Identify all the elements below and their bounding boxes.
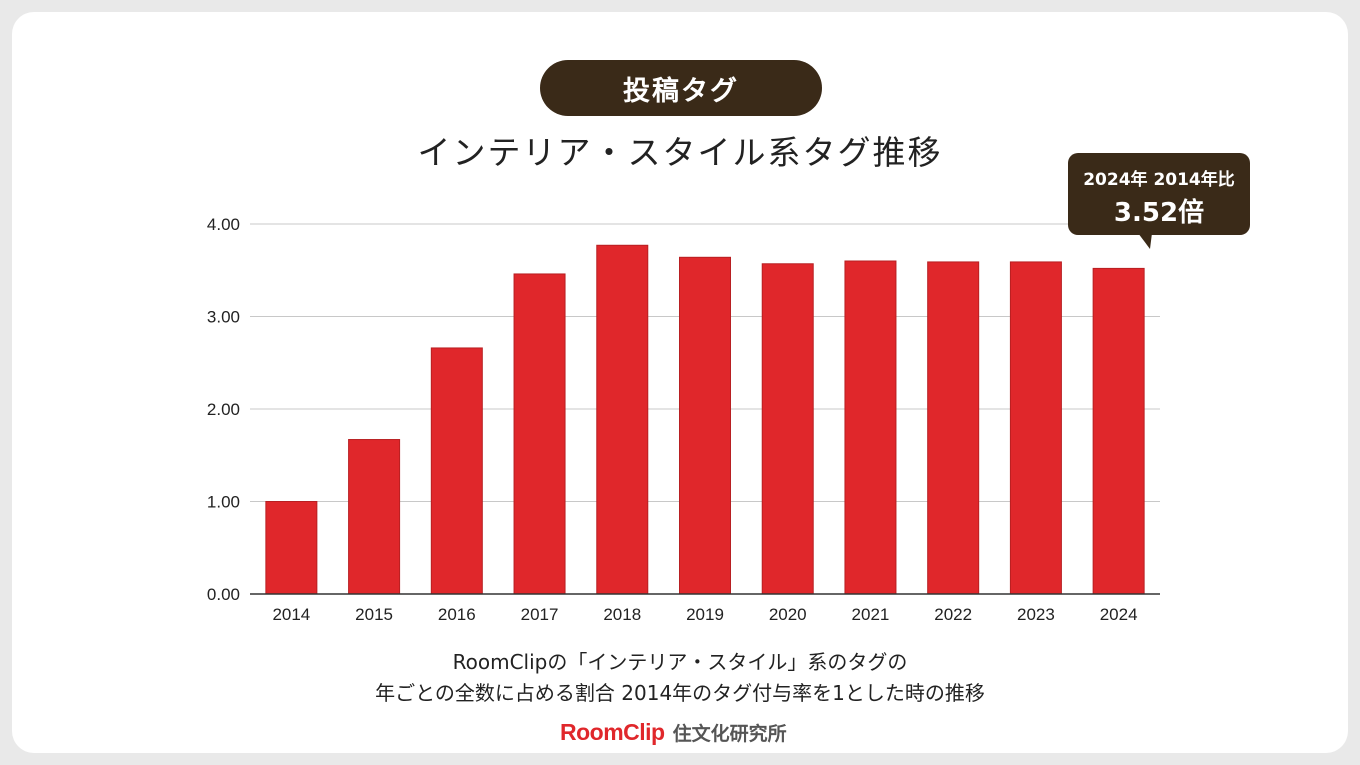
y-tick-label: 1.00 [207,493,240,512]
x-tick-label: 2021 [852,605,890,624]
x-tick-label: 2022 [934,605,972,624]
y-tick-label: 4.00 [207,215,240,234]
y-tick-label: 0.00 [207,585,240,604]
x-tick-label: 2020 [769,605,807,624]
bar [679,256,731,595]
x-tick-label: 2014 [272,605,310,624]
org-name: 住文化研究所 [672,722,787,745]
bar [430,347,483,595]
x-tick-label: 2017 [521,605,559,624]
x-tick-label: 2019 [686,605,724,624]
x-tick-label: 2016 [438,605,476,624]
callout-line2: 3.52倍 [1113,198,1205,228]
x-tick-label: 2024 [1100,605,1138,624]
x-tick-label: 2015 [355,605,393,624]
bar [596,244,649,595]
x-tick-label: 2018 [603,605,641,624]
chart-title: インテリア・スタイル系タグ推移 [417,133,943,172]
bar [513,273,566,595]
caption-line2: 年ごとの全数に占める割合 2014年のタグ付与率を1とした時の推移 [375,681,985,705]
bar [844,260,897,595]
bar [761,263,814,595]
callout-line1: 2024年 2014年比 [1083,170,1235,190]
bar [1092,267,1145,595]
brand-logo: RoomClip [560,718,665,745]
bar [1009,261,1062,595]
bar [348,439,401,595]
bar [927,261,980,595]
ratio-callout: 2024年 2014年比 3.52倍 [1068,153,1250,249]
y-tick-label: 3.00 [207,308,240,327]
callout-tail [1138,233,1152,249]
y-tick-label: 2.00 [207,400,240,419]
caption-line1: RoomClipの「インテリア・スタイル」系のタグの [452,650,908,674]
bar [265,501,318,595]
x-tick-label: 2023 [1017,605,1055,624]
footer-logo: RoomClip 住文化研究所 [560,717,787,747]
category-pill-label: 投稿タグ [623,75,739,107]
category-pill: 投稿タグ [540,60,822,116]
